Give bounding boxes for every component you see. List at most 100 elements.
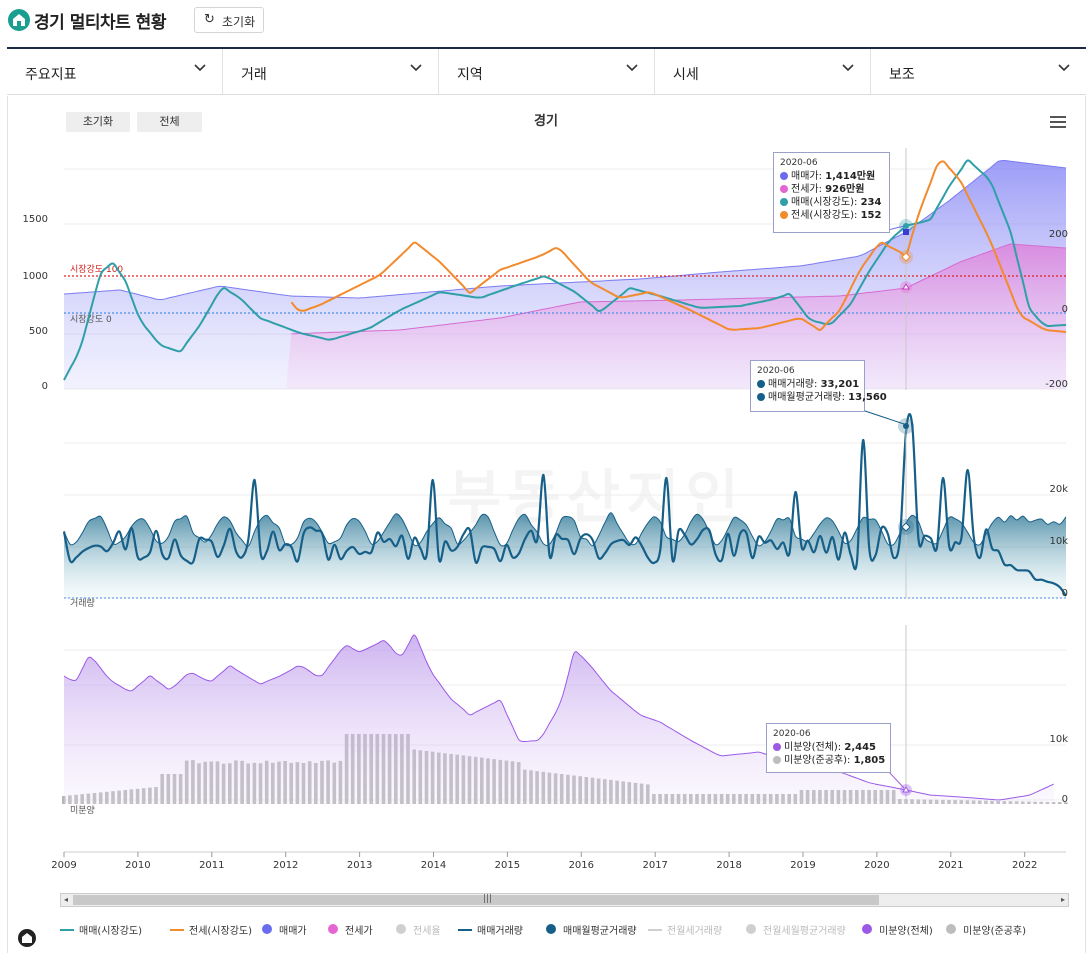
hamburger-menu-icon[interactable] bbox=[1050, 116, 1066, 129]
ref-label-market-100: 시장강도 100 bbox=[70, 264, 123, 275]
tooltip-row: 전세가: 926만원 bbox=[780, 183, 883, 196]
legend-label: 미분양(준공후) bbox=[963, 926, 1027, 937]
tooltip-connector bbox=[887, 225, 905, 231]
y-tick-right-volume: 20k bbox=[1049, 484, 1068, 495]
x-tick-label: 2012 bbox=[273, 860, 298, 871]
y-tick-right-strength: 200 bbox=[1049, 229, 1068, 240]
y-tick-left-price: 0 bbox=[42, 381, 48, 392]
chevron-down-icon bbox=[410, 64, 422, 72]
chart-reset-button[interactable]: 초기화 bbox=[66, 112, 130, 132]
y-tick-right-unsold: 0 bbox=[1062, 794, 1068, 805]
legend-swatch bbox=[862, 924, 872, 934]
hover-marker bbox=[901, 252, 911, 262]
watermark: 부동산지인 bbox=[448, 450, 745, 534]
tooltip-row: 미분양(준공후): 1,805 bbox=[773, 754, 885, 767]
chevron-down-icon bbox=[194, 64, 206, 72]
legend-swatch bbox=[458, 929, 472, 931]
price-jeonse-area bbox=[286, 243, 1066, 389]
x-tick-label: 2009 bbox=[51, 860, 76, 871]
series-unsold-total bbox=[63, 634, 1054, 801]
tab-region[interactable]: 지역 bbox=[439, 49, 655, 94]
tooltip-unsold: 2020-06 미분양(전체): 2,445 미분양(준공후): 1,805 bbox=[766, 723, 891, 773]
y-tick-right-volume: 10k bbox=[1049, 536, 1068, 547]
chart-container bbox=[7, 96, 1086, 953]
x-tick-label: 2014 bbox=[421, 860, 446, 871]
tab-price[interactable]: 시세 bbox=[655, 49, 871, 94]
panel3-label: 미분양 bbox=[70, 805, 95, 816]
tooltip-row: 매매(시장강도): 234 bbox=[780, 196, 883, 209]
category-tabs: 주요지표 거래 지역 시세 보조 bbox=[7, 47, 1086, 95]
series-jeonse-market-strength bbox=[290, 160, 1067, 333]
reset-button[interactable]: ↻ 초기화 bbox=[194, 7, 264, 33]
hover-marker bbox=[903, 423, 909, 429]
y-tick-right-unsold: 10k bbox=[1049, 734, 1068, 745]
unsold-completed-bar bbox=[62, 796, 66, 804]
hover-marker bbox=[903, 223, 909, 229]
hover-marker bbox=[902, 283, 910, 290]
price-jeonse-line bbox=[291, 243, 1067, 335]
hover-marker bbox=[902, 786, 910, 793]
hover-marker bbox=[903, 229, 909, 235]
legend-swatch bbox=[648, 929, 662, 931]
x-tick-label: 2022 bbox=[1012, 860, 1037, 871]
scroll-left-arrow-icon[interactable]: ◂ bbox=[63, 895, 68, 904]
scrollbar-thumb[interactable]: ||| bbox=[73, 894, 879, 905]
chevron-down-icon bbox=[626, 64, 638, 72]
x-tick-label: 2010 bbox=[125, 860, 150, 871]
legend-label: 전세율 bbox=[413, 926, 441, 937]
tab-auxiliary[interactable]: 보조 bbox=[871, 49, 1086, 94]
tooltip-row: 매매월평균거래량: 13,560 bbox=[757, 391, 887, 404]
tooltip-connector bbox=[887, 770, 905, 789]
x-tick-label: 2015 bbox=[495, 860, 520, 871]
tab-transactions[interactable]: 거래 bbox=[223, 49, 439, 94]
avg-volume-area bbox=[64, 512, 1066, 598]
legend-swatch bbox=[328, 924, 338, 934]
chevron-down-icon bbox=[842, 64, 854, 72]
tooltip-connector bbox=[861, 409, 905, 425]
legend-label: 매매거래량 bbox=[477, 926, 523, 937]
refresh-icon: ↻ bbox=[204, 12, 215, 27]
legend-label: 매매가 bbox=[279, 926, 307, 937]
legend-swatch bbox=[746, 924, 756, 934]
x-tick-label: 2016 bbox=[569, 860, 594, 871]
tab-main-indicators[interactable]: 주요지표 bbox=[7, 49, 223, 94]
x-tick-label: 2013 bbox=[347, 860, 372, 871]
legend-label: 미분양(전체) bbox=[879, 926, 933, 937]
scroll-right-arrow-icon[interactable]: ▸ bbox=[1060, 895, 1065, 904]
legend-label: 매매(시장강도) bbox=[79, 926, 143, 937]
tooltip-row: 미분양(전체): 2,445 bbox=[773, 741, 884, 754]
y-tick-left-price: 500 bbox=[29, 326, 48, 337]
x-tick-label: 2020 bbox=[864, 860, 889, 871]
legend-swatch bbox=[546, 924, 556, 934]
chart-scrollbar[interactable]: ◂ ||| ▸ bbox=[60, 893, 1069, 907]
series-sale-market-strength bbox=[63, 159, 1067, 381]
tooltip-transactions: 2020-06 매매거래량: 33,201 매매월평균거래량: 13,560 bbox=[750, 360, 887, 412]
y-tick-right-strength: -200 bbox=[1045, 379, 1068, 390]
legend-label: 전세가 bbox=[345, 926, 373, 937]
legend-swatch bbox=[396, 924, 406, 934]
chart-all-button[interactable]: 전체 bbox=[137, 112, 202, 132]
top-bar: 경기 멀티차트 현황 ↻ 초기화 bbox=[0, 0, 1092, 46]
unsold-completed-bar bbox=[1064, 802, 1068, 804]
price-sale-line bbox=[63, 159, 1067, 301]
x-tick-label: 2021 bbox=[938, 860, 963, 871]
tooltip-price: 2020-06 매매가: 1,414만원 전세가: 926만원 매매(시장강도)… bbox=[773, 152, 890, 233]
x-tick-label: 2019 bbox=[790, 860, 815, 871]
y-tick-right-strength: 0 bbox=[1062, 304, 1068, 315]
series-sale-volume bbox=[62, 413, 1067, 597]
ref-label-market-0: 시장강도 0 bbox=[70, 314, 112, 325]
chart-title: 경기 bbox=[534, 114, 558, 129]
home-logo-icon[interactable] bbox=[8, 9, 30, 31]
x-tick-label: 2018 bbox=[716, 860, 741, 871]
legend-label: 전월세거래량 bbox=[667, 926, 723, 937]
panel2-label: 거래량 bbox=[70, 597, 95, 609]
unsold-completed-bar bbox=[1057, 802, 1062, 804]
tooltip-row: 전세(시장강도): 152 bbox=[780, 209, 883, 222]
hover-marker bbox=[901, 522, 911, 532]
grip-icon: ||| bbox=[483, 894, 493, 904]
legend-swatch bbox=[262, 924, 272, 934]
legend-label: 매매월평균거래량 bbox=[563, 926, 637, 937]
legend-label: 전월세월평균거래량 bbox=[763, 926, 846, 937]
tooltip-row: 매매가: 1,414만원 bbox=[780, 170, 883, 183]
